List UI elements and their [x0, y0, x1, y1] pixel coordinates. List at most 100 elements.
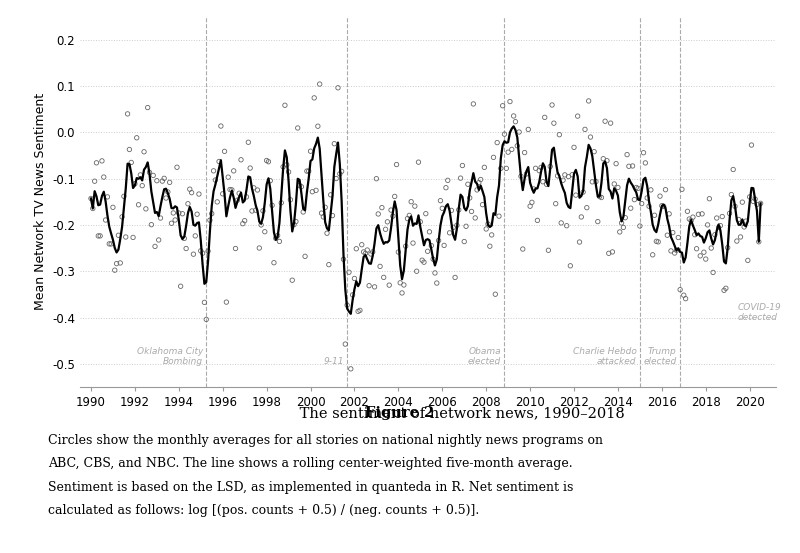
Point — [352, 307, 365, 316]
Point — [368, 283, 381, 291]
Point — [430, 279, 443, 288]
Point — [718, 286, 730, 295]
Point — [244, 164, 257, 173]
Point — [101, 192, 114, 201]
Point — [328, 139, 341, 148]
Text: 9-11: 9-11 — [323, 357, 344, 366]
Point — [202, 247, 214, 255]
Point — [551, 171, 564, 180]
Point — [163, 178, 176, 187]
Point — [694, 252, 706, 260]
Point — [723, 209, 736, 218]
Point — [306, 187, 318, 196]
Point — [698, 248, 710, 257]
Point — [725, 190, 738, 199]
Point — [458, 237, 470, 246]
Point — [736, 198, 749, 207]
Point — [467, 100, 480, 108]
Point — [591, 217, 604, 226]
Point — [385, 206, 398, 215]
Point — [570, 191, 582, 200]
Point — [730, 237, 743, 246]
Point — [696, 210, 709, 218]
Point — [560, 221, 573, 230]
Point — [493, 212, 506, 221]
Point — [311, 122, 324, 131]
Point — [170, 163, 183, 171]
Point — [703, 194, 716, 203]
Point — [159, 194, 172, 202]
Point — [121, 109, 134, 118]
Point — [383, 281, 396, 290]
Point — [355, 241, 368, 249]
Point — [621, 150, 634, 159]
Point — [227, 166, 240, 175]
Point — [290, 217, 302, 226]
Point — [330, 174, 342, 183]
Point — [490, 138, 503, 147]
Point — [304, 147, 317, 155]
Point — [142, 103, 154, 112]
Point — [584, 133, 597, 142]
Point — [254, 221, 267, 229]
Point — [608, 180, 621, 189]
Point — [174, 282, 187, 291]
Point — [454, 174, 467, 182]
Point — [297, 207, 310, 216]
Point — [145, 220, 158, 229]
Point — [308, 93, 321, 102]
Point — [366, 247, 379, 256]
Point — [546, 101, 558, 109]
Point — [365, 249, 378, 258]
Text: Figure 2: Figure 2 — [366, 406, 434, 420]
Point — [476, 200, 489, 209]
Point — [193, 190, 206, 199]
Point — [562, 172, 575, 181]
Point — [474, 175, 487, 184]
Point — [540, 180, 553, 189]
Point — [293, 181, 306, 190]
Point — [449, 273, 462, 282]
Point — [542, 246, 554, 255]
Point — [516, 244, 529, 253]
Point — [514, 172, 527, 181]
Point — [156, 177, 169, 186]
Point — [378, 273, 390, 282]
Point — [354, 306, 366, 315]
Point — [529, 164, 542, 173]
Point — [719, 284, 732, 293]
Point — [401, 214, 414, 223]
Point — [624, 204, 637, 212]
Point — [486, 231, 498, 239]
Point — [266, 201, 278, 210]
Point — [203, 216, 216, 225]
Point — [372, 210, 385, 218]
Point — [557, 176, 570, 185]
Point — [531, 216, 544, 225]
Point — [211, 197, 224, 206]
Point — [386, 212, 399, 221]
Point — [434, 196, 447, 205]
Point — [134, 170, 146, 179]
Point — [550, 199, 562, 208]
Point — [672, 233, 685, 242]
Point — [412, 158, 425, 166]
Point — [173, 208, 186, 217]
Point — [705, 244, 718, 253]
Point — [648, 211, 661, 220]
Point — [317, 212, 330, 221]
Point — [582, 97, 595, 106]
Point — [194, 247, 207, 255]
Point — [388, 192, 401, 201]
Point — [489, 290, 502, 299]
Point — [318, 203, 331, 212]
Point — [615, 218, 628, 227]
Point — [526, 198, 538, 207]
Point — [452, 206, 465, 215]
Point — [575, 212, 588, 221]
Point — [681, 207, 694, 216]
Point — [126, 233, 139, 242]
Point — [426, 255, 439, 264]
Point — [213, 157, 226, 166]
Point — [670, 246, 683, 254]
